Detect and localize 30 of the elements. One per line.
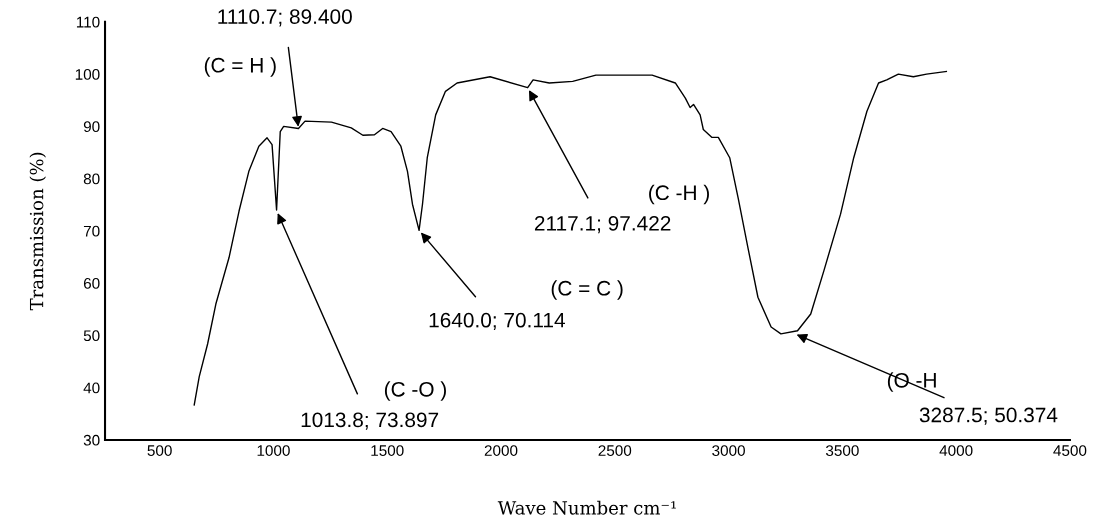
annotation: 1110.7; 89.400 — [218, 9, 352, 27]
x-tick-label: 2000 — [484, 445, 518, 456]
x-tick-label: 1500 — [371, 445, 404, 456]
y-tick-label: 40 — [83, 382, 100, 394]
annotation: 1640.0; 70.114 — [429, 312, 565, 330]
x-axis-title: Wave Number cm⁻¹ — [497, 500, 676, 515]
y-tick-label: 110 — [76, 16, 100, 28]
y-tick-label: 60 — [83, 278, 100, 289]
y-tick-label: 80 — [83, 173, 100, 185]
annotation: 2117.1; 97.422 — [534, 215, 671, 234]
x-tick-label: 500 — [147, 445, 172, 456]
y-tick-label: 30 — [83, 434, 100, 446]
annotation: (C = H ) — [204, 57, 276, 77]
y-axis-title: Transmission (%) — [29, 152, 46, 311]
annotation: (C -H ) — [649, 184, 709, 205]
x-tick-label: 3500 — [825, 445, 859, 456]
annotation: 3287.5; 50.374 — [919, 407, 1058, 425]
x-tick-label: 3000 — [712, 445, 745, 456]
y-tick-label: 50 — [83, 330, 100, 342]
x-tick-label: 4000 — [939, 445, 973, 456]
y-tick-label: 70 — [83, 225, 100, 237]
annotation: (C -O ) — [384, 381, 446, 401]
x-tick-label: 4500 — [1053, 445, 1087, 456]
x-tick-label: 1000 — [257, 445, 290, 456]
annotation: (O -H — [887, 372, 936, 392]
annotation: 1013.8; 73.897 — [301, 412, 439, 430]
y-tick-label: 90 — [83, 121, 100, 133]
y-tick-label: 100 — [75, 68, 100, 80]
x-tick-label: 2500 — [598, 445, 632, 456]
annotation: (C = C ) — [551, 280, 623, 300]
